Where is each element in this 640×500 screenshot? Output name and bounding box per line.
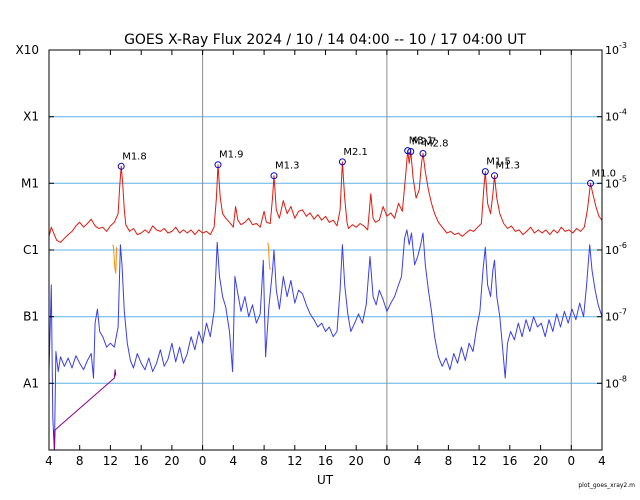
x-tick-label: 8 — [76, 454, 84, 468]
class-label: X1 — [23, 110, 39, 124]
peak-label: M2.8 — [424, 139, 449, 150]
credit-text: plot_goes_xray2.m — [578, 482, 635, 489]
peak-marker — [117, 162, 125, 170]
flux-series-line — [48, 229, 603, 451]
x-tick-label: 4 — [45, 454, 53, 468]
peak-marker — [338, 158, 346, 166]
peak-label: M1.3 — [275, 161, 300, 172]
peak-label: M1.9 — [219, 150, 244, 161]
x-tick-label: 20 — [349, 454, 364, 468]
flux-tick-exponent: -3 — [619, 41, 627, 50]
peak-marker — [587, 179, 594, 187]
x-tick-label: 16 — [134, 454, 149, 468]
peak-label: M1.5 — [486, 157, 511, 168]
peak-label: M1.3 — [496, 161, 521, 172]
flux-tick-exponent: -5 — [619, 174, 627, 183]
x-tick-label: 20 — [164, 454, 179, 468]
flux-series-line — [112, 244, 118, 274]
peak-marker — [407, 148, 415, 155]
class-label: X10 — [16, 43, 40, 57]
x-tick-label: 0 — [199, 454, 207, 468]
peak-marker — [404, 147, 412, 155]
x-tick-label: 16 — [502, 454, 517, 468]
flux-series-line — [267, 242, 271, 271]
x-tick-label: 12 — [471, 454, 486, 468]
x-tick-label: 16 — [318, 454, 333, 468]
class-label: B1 — [23, 310, 39, 324]
flux-tick-exponent: -6 — [619, 241, 627, 250]
flux-tick-base: 10 — [605, 244, 619, 257]
x-tick-label: 0 — [567, 454, 575, 468]
flux-tick-base: 10 — [605, 177, 619, 190]
flux-series-line — [48, 150, 603, 243]
flux-tick-base: 10 — [605, 377, 619, 390]
flux-tick-base: 10 — [605, 111, 619, 124]
flux-tick-base: 10 — [605, 311, 619, 324]
x-tick-label: 12 — [287, 454, 302, 468]
x-tick-label: 4 — [414, 454, 422, 468]
flux-tick-exponent: -7 — [619, 308, 627, 317]
x-tick-label: 12 — [103, 454, 118, 468]
axis-layer: 4 8 12 16 20 0 4 8 12 16 20 0 4 8 12 16 20 0 4 X10 X1 M1 C1 B1 A… — [16, 41, 627, 468]
flux-tick-label: 10-6 — [605, 241, 627, 257]
x-tick-label: 4 — [598, 454, 606, 468]
flux-tick-label: 10-4 — [605, 108, 627, 124]
flux-tick-label: 10-8 — [605, 374, 627, 390]
flux-tick-exponent: -8 — [619, 374, 627, 383]
flux-tick-label: 10-7 — [605, 308, 627, 324]
peak-label: M2.1 — [343, 147, 368, 158]
class-label: M1 — [21, 176, 39, 190]
peak-marker — [419, 150, 427, 157]
flux-tick-base: 10 — [605, 44, 619, 57]
x-tick-label: 8 — [445, 454, 453, 468]
flux-tick-exponent: -4 — [619, 108, 627, 117]
data-layer — [48, 150, 603, 451]
peak-label: M1.8 — [122, 151, 147, 162]
x-axis-label: UT — [317, 473, 334, 487]
flux-tick-label: 10-3 — [605, 41, 627, 57]
flux-tick-label: 10-5 — [605, 174, 627, 190]
flux-series-line — [53, 369, 117, 451]
peak-marker — [491, 172, 498, 180]
x-tick-label: 0 — [383, 454, 391, 468]
x-tick-label: 20 — [533, 454, 548, 468]
peak-layer: M1.8 M1.9M1.3M2.1M3.1M2.7M2.8M1.5M1.3M1.0 — [117, 136, 617, 187]
chart-title: GOES X-Ray Flux 2024 / 10 / 14 04:00 -- … — [124, 32, 526, 48]
class-label: C1 — [23, 243, 39, 257]
peak-label: M2.7 — [412, 137, 437, 148]
peak-marker — [481, 168, 489, 176]
peak-marker — [270, 172, 278, 180]
grid-layer — [49, 50, 602, 450]
peak-label: M3.1 — [409, 136, 434, 147]
class-label: A1 — [23, 376, 39, 390]
peak-marker — [214, 161, 222, 169]
peak-label: M1.0 — [592, 168, 617, 179]
x-tick-label: 8 — [260, 454, 268, 468]
x-tick-label: 4 — [229, 454, 237, 468]
